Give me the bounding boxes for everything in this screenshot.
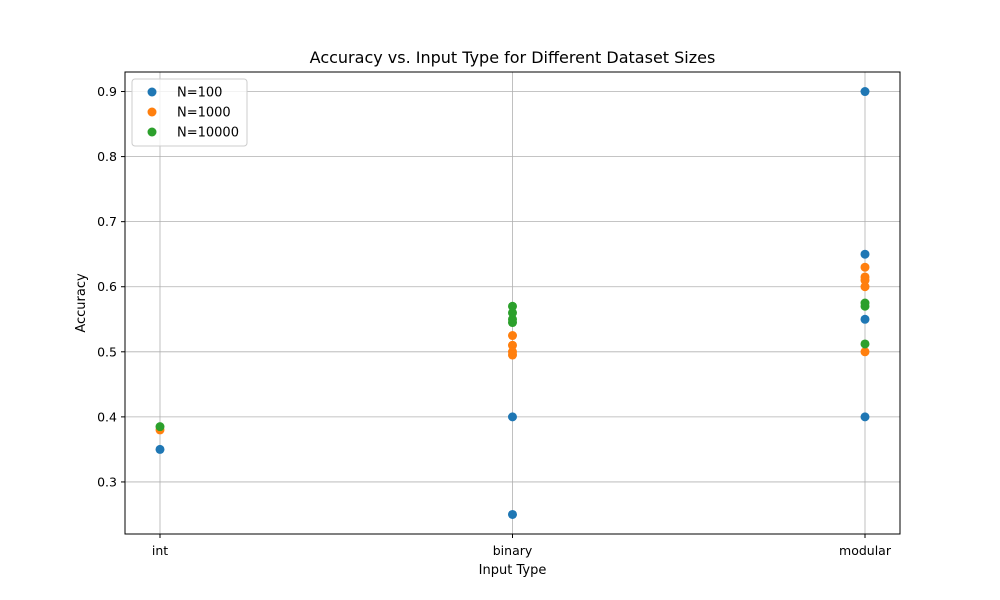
point-n-10000-binary [508,308,517,318]
data-points [155,87,870,519]
point-n-100-binary [508,412,517,422]
point-n-1000-modular [860,347,870,357]
plot-frame [124,71,901,535]
point-n-1000-binary [508,350,517,360]
point-n-10000-int [155,422,165,432]
chart-title: Accuracy vs. Input Type for Different Da… [310,48,716,67]
x-tick-label-binary: binary [493,543,533,558]
point-n-1000-binary [508,331,517,341]
legend-label: N=100 [177,86,222,101]
y-tick-label: 0.5 [97,344,117,359]
y-tick-label: 0.9 [97,84,117,99]
y-tick-label: 0.6 [97,279,117,294]
legend-box [131,78,248,147]
legend-marker [147,87,157,97]
legend-label: N=1000 [177,106,231,121]
legend-marker [147,107,157,117]
point-n-100-int [155,444,165,454]
legend-label: N=10000 [177,126,239,141]
point-n-100-modular [860,87,870,97]
y-tick-label: 0.3 [97,474,117,489]
point-n-100-modular [860,412,870,422]
point-n-1000-modular [860,262,870,272]
legend: N=100 N=1000 N=10000 [131,78,248,147]
point-n-100-binary [508,509,517,519]
point-n-1000-modular [860,275,870,285]
x-axis-title: Input Type [479,563,547,578]
point-n-10000-binary [508,301,517,311]
point-n-1000-binary [508,340,517,350]
point-n-100-modular [860,249,870,259]
y-tick-label: 0.4 [97,409,117,424]
point-n-10000-modular [860,339,870,349]
point-n-10000-binary [508,318,517,328]
y-axis-title: Accuracy [74,273,89,333]
x-tick-label-modular: modular [839,543,892,558]
y-tick-label: 0.7 [97,214,117,229]
grid [125,72,900,534]
point-n-100-modular [860,314,870,324]
x-tick-label-int: int [152,543,168,558]
point-n-10000-modular [860,301,870,311]
legend-marker [147,127,157,137]
point-n-1000-modular [860,282,870,292]
y-tick-label: 0.8 [97,149,117,164]
axes: 0.3 0.4 0.5 0.6 0.7 0.8 0.9 int binary modular [97,84,892,558]
